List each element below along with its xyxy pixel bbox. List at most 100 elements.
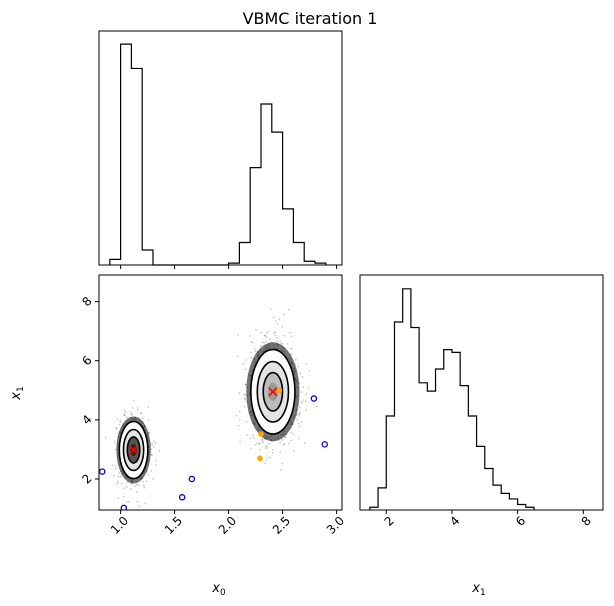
posterior-sample-point bbox=[253, 347, 256, 350]
posterior-sample-point bbox=[123, 414, 126, 417]
posterior-sample-point bbox=[118, 423, 121, 426]
posterior-sample-point bbox=[117, 497, 120, 499]
posterior-sample-point bbox=[261, 438, 263, 440]
posterior-sample-point bbox=[238, 418, 241, 421]
posterior-sample-point bbox=[297, 437, 300, 439]
posterior-sample-point bbox=[302, 399, 305, 401]
posterior-sample-point bbox=[283, 444, 285, 446]
posterior-sample-point bbox=[279, 441, 281, 444]
posterior-sample-point bbox=[284, 436, 287, 438]
posterior-sample-point bbox=[250, 351, 252, 354]
posterior-sample-point bbox=[244, 397, 246, 399]
posterior-sample-point bbox=[298, 425, 301, 428]
joint-x-tick-label: 1.0 bbox=[108, 514, 131, 537]
posterior-sample-point bbox=[280, 342, 283, 345]
posterior-sample-point bbox=[276, 340, 279, 343]
posterior-sample-point bbox=[290, 335, 293, 338]
posterior-sample-point bbox=[152, 440, 155, 443]
posterior-sample-point bbox=[279, 340, 282, 342]
posterior-sample-point bbox=[287, 308, 290, 311]
x1-histogram bbox=[369, 288, 535, 510]
histogram-step bbox=[369, 288, 535, 510]
posterior-sample-point bbox=[264, 334, 267, 337]
joint-x-tick-label: 2.5 bbox=[270, 514, 293, 537]
posterior-sample-point bbox=[255, 350, 257, 353]
posterior-sample-point bbox=[150, 469, 153, 472]
posterior-sample-point bbox=[244, 399, 246, 401]
posterior-sample-point bbox=[140, 412, 143, 414]
posterior-sample-point bbox=[258, 442, 260, 445]
posterior-sample-point bbox=[301, 391, 303, 393]
x1-axis-label: x1 bbox=[471, 581, 485, 598]
posterior-sample-point bbox=[266, 332, 268, 334]
posterior-sample-point bbox=[129, 411, 132, 414]
x1-side-axis-label: x1 bbox=[9, 386, 26, 400]
posterior-sample-point bbox=[134, 485, 136, 487]
posterior-sample-point bbox=[246, 434, 248, 437]
active-point bbox=[257, 455, 263, 462]
joint-ticks: 1.0 1.5 2.0 2.5 3.0 2 4 6 8 bbox=[79, 294, 347, 537]
posterior-sample-point bbox=[290, 431, 293, 434]
posterior-sample-point bbox=[123, 409, 126, 412]
posterior-sample-point bbox=[126, 501, 128, 503]
joint-y-tick-label: 8 bbox=[79, 294, 94, 309]
posterior-sample-point bbox=[137, 407, 139, 409]
posterior-sample-point bbox=[145, 480, 148, 483]
posterior-sample-point bbox=[300, 400, 303, 403]
posterior-sample-point bbox=[274, 320, 277, 322]
training-point bbox=[188, 475, 196, 483]
posterior-sample-point bbox=[305, 363, 307, 366]
posterior-sample-point bbox=[265, 340, 268, 343]
posterior-sample-point bbox=[115, 467, 117, 470]
posterior-sample-point bbox=[289, 331, 291, 334]
posterior-sample-point bbox=[245, 383, 247, 386]
x1-marginal-tick-label: 4 bbox=[447, 514, 462, 529]
posterior-sample-point bbox=[151, 443, 154, 446]
posterior-sample-point bbox=[125, 416, 128, 419]
posterior-sample-point bbox=[140, 412, 142, 414]
posterior-sample-point bbox=[120, 475, 122, 477]
posterior-sample-point bbox=[272, 452, 274, 454]
joint-y-tick-label: 6 bbox=[79, 353, 94, 368]
posterior-sample-point bbox=[250, 447, 252, 450]
posterior-sample-point bbox=[265, 336, 268, 338]
posterior-sample-point bbox=[242, 363, 245, 365]
posterior-sample-point bbox=[261, 438, 264, 441]
posterior-sample-point bbox=[263, 342, 265, 344]
posterior-sample-point bbox=[116, 482, 119, 485]
x0-marginal-panel bbox=[98, 30, 343, 269]
posterior-sample-point bbox=[308, 370, 311, 372]
posterior-sample-point bbox=[297, 365, 299, 368]
active-point bbox=[258, 431, 264, 437]
posterior-sample-point bbox=[290, 352, 293, 355]
posterior-sample-point bbox=[144, 502, 147, 505]
x1-marginal-tick-label: 6 bbox=[513, 514, 528, 529]
posterior-sample-point bbox=[248, 335, 251, 337]
posterior-sample-point bbox=[113, 441, 116, 443]
posterior-sample-point bbox=[254, 444, 256, 446]
posterior-sample-point bbox=[281, 325, 284, 328]
posterior-sample-point bbox=[120, 482, 123, 485]
posterior-sample-point bbox=[269, 338, 272, 340]
posterior-sample-point bbox=[116, 418, 119, 421]
posterior-sample-point bbox=[302, 386, 305, 389]
posterior-sample-point bbox=[146, 471, 149, 473]
posterior-sample-point bbox=[265, 459, 267, 462]
posterior-sample-point bbox=[147, 406, 150, 408]
posterior-sample-point bbox=[252, 434, 254, 437]
posterior-sample-point bbox=[290, 439, 293, 442]
posterior-sample-point bbox=[118, 472, 121, 474]
posterior-sample-point bbox=[300, 421, 303, 424]
posterior-sample-point bbox=[117, 432, 119, 435]
posterior-sample-point bbox=[290, 347, 293, 350]
posterior-sample-point bbox=[301, 376, 304, 378]
x0-histogram bbox=[109, 43, 327, 266]
posterior-sample-point bbox=[280, 469, 282, 471]
posterior-sample-point bbox=[260, 331, 262, 334]
posterior-sample-point bbox=[119, 419, 122, 422]
posterior-sample-point bbox=[269, 456, 271, 459]
posterior-sample-point bbox=[135, 483, 138, 486]
posterior-sample-point bbox=[143, 484, 145, 487]
posterior-sample-point bbox=[255, 329, 257, 331]
